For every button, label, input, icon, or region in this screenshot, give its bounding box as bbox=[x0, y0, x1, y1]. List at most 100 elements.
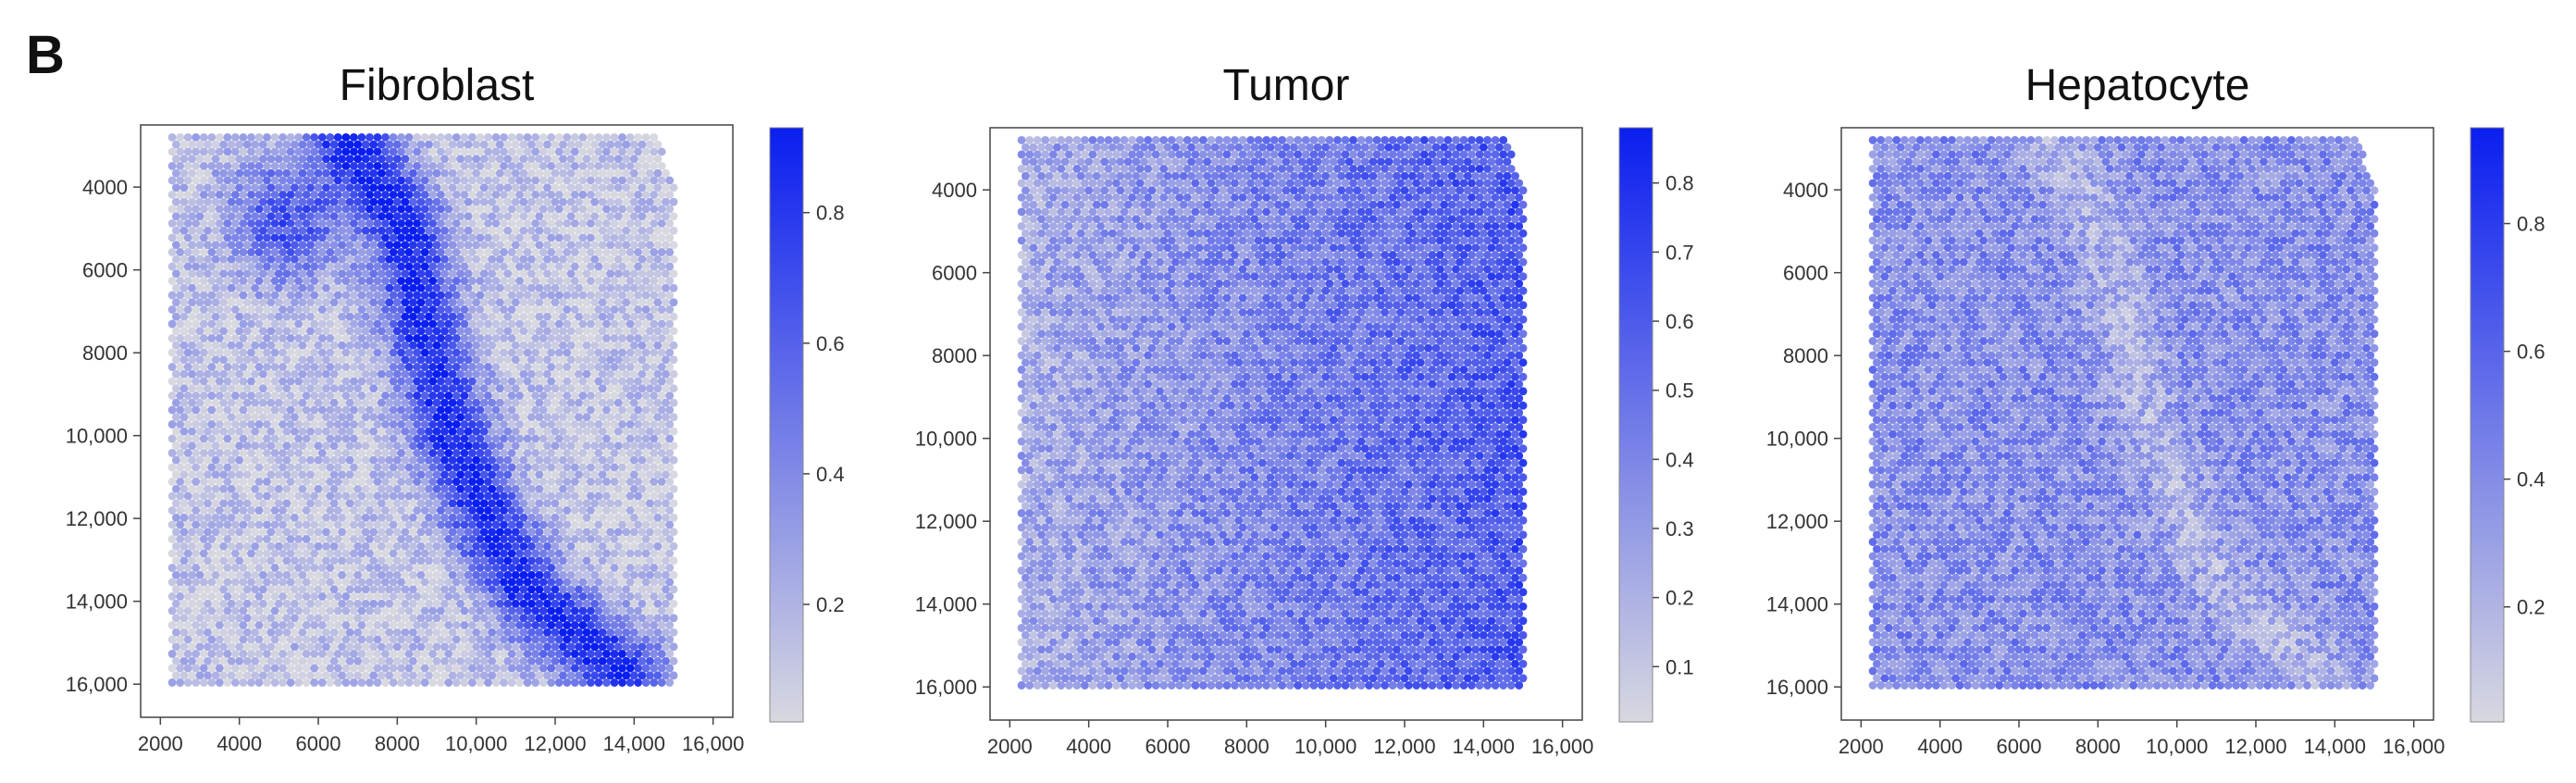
spot bbox=[437, 219, 445, 228]
spot bbox=[357, 492, 365, 501]
spot bbox=[381, 420, 390, 429]
spot bbox=[357, 176, 365, 184]
spot bbox=[330, 628, 339, 637]
spot bbox=[468, 233, 477, 242]
spot bbox=[642, 621, 650, 629]
spot bbox=[590, 542, 599, 551]
spot bbox=[235, 485, 243, 493]
spot bbox=[287, 392, 295, 400]
spot bbox=[515, 578, 524, 587]
spot bbox=[298, 470, 306, 478]
spot bbox=[413, 478, 421, 486]
spot bbox=[416, 456, 425, 465]
spot bbox=[176, 521, 184, 529]
spot bbox=[559, 255, 567, 264]
spot bbox=[365, 521, 374, 529]
spot bbox=[294, 449, 303, 457]
spot bbox=[449, 298, 457, 306]
spot bbox=[228, 183, 236, 192]
y-tick-label: 14,000 bbox=[66, 590, 128, 614]
spot bbox=[444, 233, 452, 242]
spot bbox=[362, 441, 370, 450]
spot bbox=[401, 241, 409, 249]
spot bbox=[662, 355, 670, 364]
spot bbox=[646, 399, 654, 407]
spot bbox=[263, 521, 271, 529]
spot bbox=[602, 147, 611, 155]
spot bbox=[362, 169, 370, 178]
spot bbox=[440, 441, 449, 450]
spot bbox=[287, 320, 295, 329]
spot bbox=[219, 269, 228, 278]
spot bbox=[508, 305, 516, 314]
spot bbox=[515, 492, 524, 501]
spot bbox=[196, 255, 204, 264]
spot bbox=[322, 571, 330, 579]
spot bbox=[606, 456, 614, 465]
spot bbox=[266, 255, 275, 264]
spot bbox=[172, 212, 180, 220]
spot bbox=[634, 305, 642, 314]
spot bbox=[464, 413, 473, 421]
spot bbox=[393, 614, 402, 622]
spot bbox=[282, 571, 291, 579]
y-tick-label: 16,000 bbox=[66, 673, 128, 696]
spot bbox=[480, 342, 489, 350]
spot bbox=[315, 441, 323, 450]
spot bbox=[524, 233, 532, 242]
spot bbox=[168, 392, 177, 400]
spot bbox=[618, 133, 626, 142]
spot bbox=[322, 600, 330, 608]
spot bbox=[326, 636, 334, 644]
spot bbox=[393, 628, 402, 637]
spot bbox=[168, 535, 177, 543]
spot bbox=[362, 370, 370, 379]
spot bbox=[618, 219, 626, 228]
spot bbox=[330, 298, 339, 306]
spot bbox=[578, 263, 587, 271]
spot bbox=[535, 428, 543, 436]
spot bbox=[488, 255, 496, 264]
spot bbox=[567, 227, 576, 235]
spot bbox=[318, 334, 327, 342]
spot bbox=[567, 657, 576, 665]
spot bbox=[480, 227, 489, 235]
spot bbox=[397, 176, 405, 184]
spot bbox=[492, 636, 501, 644]
spot bbox=[397, 420, 405, 429]
spot bbox=[472, 212, 480, 220]
spot bbox=[374, 334, 382, 342]
spot bbox=[571, 492, 579, 501]
spot bbox=[200, 133, 208, 142]
spot bbox=[393, 556, 402, 565]
spot bbox=[433, 470, 441, 478]
spot bbox=[428, 378, 437, 386]
spot bbox=[255, 678, 264, 687]
spot bbox=[575, 628, 583, 637]
spot bbox=[602, 349, 611, 357]
spot bbox=[583, 384, 591, 392]
spot bbox=[500, 133, 508, 142]
spot bbox=[503, 342, 512, 350]
spot bbox=[239, 665, 247, 673]
spot bbox=[266, 313, 275, 321]
spot bbox=[247, 133, 255, 142]
spot bbox=[180, 241, 188, 249]
spot bbox=[535, 399, 543, 407]
spot bbox=[223, 607, 231, 615]
spot bbox=[207, 263, 216, 271]
spot bbox=[440, 298, 449, 306]
spot bbox=[287, 678, 295, 687]
spot bbox=[567, 370, 576, 379]
spot bbox=[535, 499, 543, 507]
spot bbox=[480, 370, 489, 379]
spot bbox=[385, 585, 393, 593]
spot bbox=[527, 298, 536, 306]
spot bbox=[602, 162, 611, 170]
spot bbox=[346, 657, 354, 665]
spot bbox=[539, 263, 548, 271]
spot bbox=[239, 162, 247, 170]
spot bbox=[263, 176, 271, 184]
spot bbox=[437, 592, 445, 601]
spot bbox=[322, 198, 330, 206]
